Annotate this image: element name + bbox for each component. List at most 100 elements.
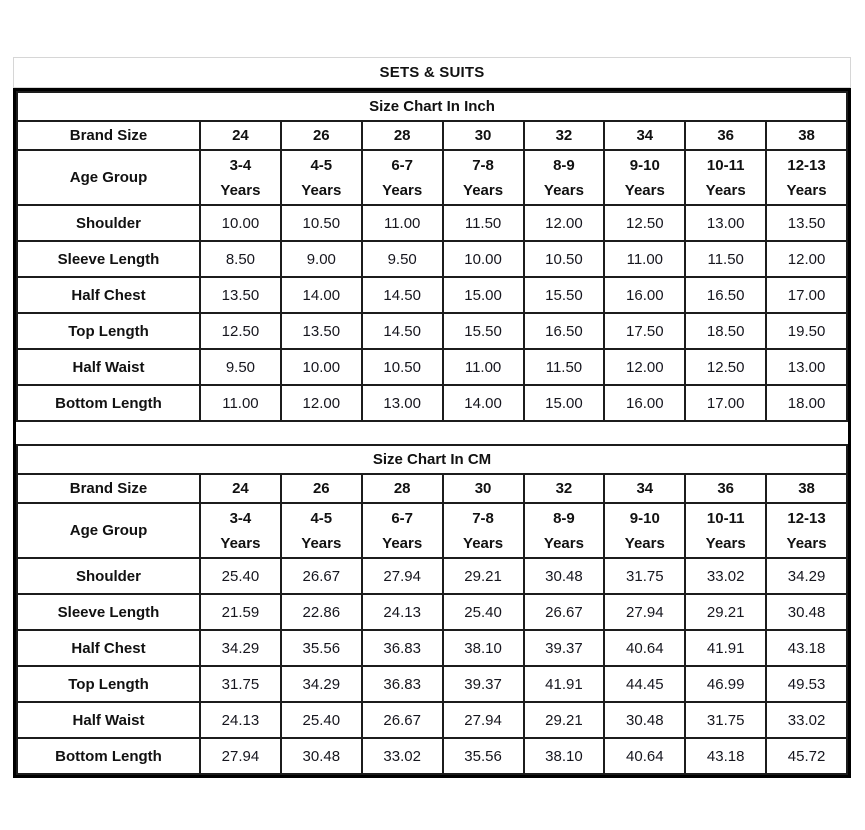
age-group-cell: 9-10 Years bbox=[603, 149, 687, 206]
age-range: 12-13 bbox=[787, 156, 826, 174]
page-title: SETS & SUITS bbox=[13, 57, 851, 88]
value-cell: 10.00 bbox=[279, 348, 363, 386]
chart-section-row: Size Chart In Inch bbox=[16, 91, 848, 122]
brand-size-row: Brand Size 24 26 28 30 32 34 36 38 bbox=[16, 120, 848, 151]
value-cell: 26.67 bbox=[360, 701, 444, 739]
value-cell: 24.13 bbox=[360, 593, 444, 631]
brand-size-cell: 32 bbox=[522, 473, 606, 504]
value-cell: 38.10 bbox=[522, 737, 606, 775]
value-cell: 30.48 bbox=[765, 593, 848, 631]
brand-size-label: Brand Size bbox=[16, 473, 201, 504]
value-cell: 26.67 bbox=[279, 557, 363, 595]
brand-size-cell: 38 bbox=[765, 473, 848, 504]
value-cell: 16.00 bbox=[603, 276, 687, 314]
value-cell: 49.53 bbox=[765, 665, 848, 703]
value-cell: 29.21 bbox=[441, 557, 525, 595]
measurement-row: Shoulder 25.40 26.67 27.94 29.21 30.48 31.75 33… bbox=[16, 557, 848, 595]
value-cell: 12.00 bbox=[279, 384, 363, 422]
brand-size-cell: 26 bbox=[279, 120, 363, 151]
value-cell: 39.37 bbox=[522, 629, 606, 667]
value-cell: 9.50 bbox=[199, 348, 282, 386]
brand-size-cell: 34 bbox=[603, 120, 687, 151]
row-label: Sleeve Length bbox=[16, 593, 201, 631]
value-cell: 10.00 bbox=[199, 204, 282, 242]
value-cell: 15.00 bbox=[441, 276, 525, 314]
brand-size-cell: 34 bbox=[603, 473, 687, 504]
value-cell: 34.29 bbox=[199, 629, 282, 667]
value-cell: 16.00 bbox=[603, 384, 687, 422]
value-cell: 35.56 bbox=[441, 737, 525, 775]
size-chart-table: Size Chart In Inch Brand Size 24 26 28 30 32 34… bbox=[16, 91, 848, 775]
age-group-label: Age Group bbox=[16, 149, 201, 206]
measurement-row: Half Waist 9.50 10.00 10.50 11.00 11.50 12.00 1… bbox=[16, 348, 848, 386]
value-cell: 18.50 bbox=[684, 312, 768, 350]
value-cell: 15.50 bbox=[522, 276, 606, 314]
age-unit: Years bbox=[382, 181, 423, 199]
age-range: 12-13 bbox=[787, 509, 826, 527]
chart-title: Size Chart In Inch bbox=[16, 91, 848, 122]
measurement-row: Sleeve Length 8.50 9.00 9.50 10.00 10.50 11.00… bbox=[16, 240, 848, 278]
value-cell: 13.50 bbox=[199, 276, 282, 314]
value-cell: 18.00 bbox=[765, 384, 848, 422]
value-cell: 43.18 bbox=[765, 629, 848, 667]
value-cell: 31.75 bbox=[603, 557, 687, 595]
value-cell: 40.64 bbox=[603, 737, 687, 775]
brand-size-label: Brand Size bbox=[16, 120, 201, 151]
value-cell: 38.10 bbox=[441, 629, 525, 667]
age-group-cell: 8-9 Years bbox=[522, 502, 606, 559]
value-cell: 21.59 bbox=[199, 593, 282, 631]
value-cell: 12.00 bbox=[522, 204, 606, 242]
value-cell: 11.50 bbox=[441, 204, 525, 242]
age-unit: Years bbox=[624, 534, 665, 552]
value-cell: 41.91 bbox=[684, 629, 768, 667]
brand-size-row: Brand Size 24 26 28 30 32 34 36 38 bbox=[16, 473, 848, 504]
age-range: 4-5 bbox=[310, 156, 333, 174]
value-cell: 12.00 bbox=[603, 348, 687, 386]
size-chart-frame: Size Chart In Inch Brand Size 24 26 28 30 32 34… bbox=[13, 88, 851, 778]
value-cell: 30.48 bbox=[279, 737, 363, 775]
value-cell: 27.94 bbox=[360, 557, 444, 595]
value-cell: 11.00 bbox=[360, 204, 444, 242]
measurement-row: Shoulder 10.00 10.50 11.00 11.50 12.00 12.50 13… bbox=[16, 204, 848, 242]
age-group-cell: 3-4 Years bbox=[199, 502, 282, 559]
brand-size-cell: 24 bbox=[199, 120, 282, 151]
value-cell: 13.00 bbox=[684, 204, 768, 242]
age-group-cell: 7-8 Years bbox=[441, 502, 525, 559]
value-cell: 13.50 bbox=[765, 204, 848, 242]
value-cell: 15.00 bbox=[522, 384, 606, 422]
value-cell: 43.18 bbox=[684, 737, 768, 775]
value-cell: 16.50 bbox=[684, 276, 768, 314]
value-cell: 12.50 bbox=[603, 204, 687, 242]
age-unit: Years bbox=[543, 181, 584, 199]
value-cell: 27.94 bbox=[441, 701, 525, 739]
brand-size-cell: 36 bbox=[684, 120, 768, 151]
measurement-row: Half Waist 24.13 25.40 26.67 27.94 29.21 30.48… bbox=[16, 701, 848, 739]
age-range: 9-10 bbox=[629, 509, 660, 527]
age-range: 9-10 bbox=[629, 156, 660, 174]
value-cell: 24.13 bbox=[199, 701, 282, 739]
value-cell: 29.21 bbox=[684, 593, 768, 631]
value-cell: 25.40 bbox=[441, 593, 525, 631]
measurement-row: Half Chest 13.50 14.00 14.50 15.00 15.50 16.00… bbox=[16, 276, 848, 314]
value-cell: 9.50 bbox=[360, 240, 444, 278]
value-cell: 34.29 bbox=[765, 557, 848, 595]
age-range: 6-7 bbox=[391, 509, 414, 527]
value-cell: 12.50 bbox=[684, 348, 768, 386]
row-label: Bottom Length bbox=[16, 384, 201, 422]
value-cell: 11.50 bbox=[522, 348, 606, 386]
value-cell: 13.50 bbox=[279, 312, 363, 350]
value-cell: 41.91 bbox=[522, 665, 606, 703]
value-cell: 13.00 bbox=[360, 384, 444, 422]
value-cell: 11.00 bbox=[199, 384, 282, 422]
row-label: Sleeve Length bbox=[16, 240, 201, 278]
value-cell: 29.21 bbox=[522, 701, 606, 739]
row-label: Shoulder bbox=[16, 557, 201, 595]
brand-size-cell: 24 bbox=[199, 473, 282, 504]
value-cell: 14.00 bbox=[279, 276, 363, 314]
value-cell: 33.02 bbox=[360, 737, 444, 775]
brand-size-cell: 30 bbox=[441, 120, 525, 151]
row-label: Shoulder bbox=[16, 204, 201, 242]
value-cell: 36.83 bbox=[360, 665, 444, 703]
age-group-cell: 12-13 Years bbox=[765, 149, 848, 206]
spacer-cell bbox=[17, 420, 847, 446]
